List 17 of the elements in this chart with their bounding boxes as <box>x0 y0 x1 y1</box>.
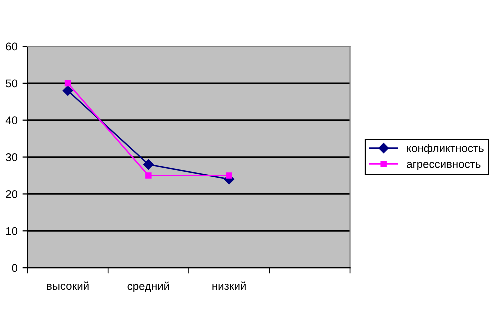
x-tick-label: высокий <box>47 282 89 290</box>
point <box>64 80 72 87</box>
x-tick-label: низкий <box>212 282 246 290</box>
y-tick-label: 10 <box>6 227 18 236</box>
x-tick-label: средний <box>128 282 170 292</box>
point <box>146 172 152 179</box>
point <box>226 172 232 179</box>
y-tick-label: 20 <box>6 190 18 198</box>
y-tick-label: 40 <box>6 116 18 125</box>
point <box>144 160 154 170</box>
y-tick-label: 0 <box>12 264 18 272</box>
legend-label: агрессивность <box>407 162 481 170</box>
legend-label: конфликтность <box>407 144 484 155</box>
y-tick-label: 50 <box>6 80 18 88</box>
point <box>62 86 74 96</box>
y-tick-label: 30 <box>6 154 18 162</box>
y-tick-label: 60 <box>6 42 18 51</box>
